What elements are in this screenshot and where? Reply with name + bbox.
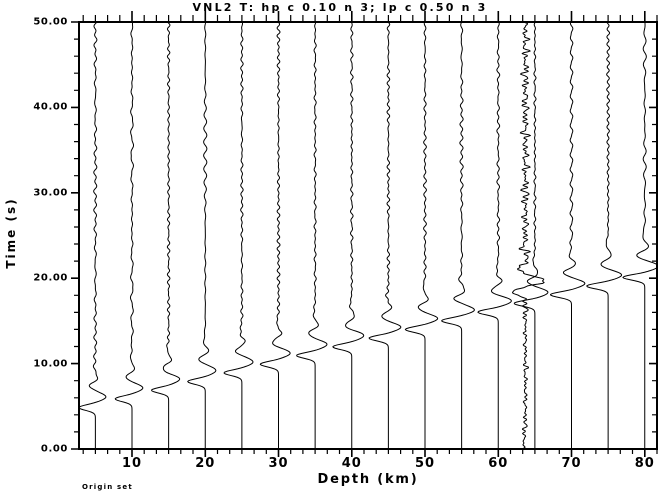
seismic-trace-depth-5 — [79, 22, 107, 449]
noisy-observed-trace — [511, 22, 545, 449]
x-tick-label: 80 — [634, 456, 655, 471]
y-tick-label: 40.00 — [33, 101, 68, 113]
seismic-trace-depth-50 — [404, 22, 439, 449]
seismic-trace-depth-20 — [187, 22, 217, 449]
x-tick-label: 60 — [488, 456, 509, 471]
seismic-trace-depth-80 — [622, 22, 657, 449]
y-tick-label: 30.00 — [33, 187, 68, 199]
x-tick-label: 50 — [414, 456, 436, 471]
seismic-trace-depth-70 — [550, 22, 586, 449]
seismic-trace-depth-45 — [368, 22, 402, 449]
major-ticks — [71, 11, 657, 457]
seismic-traces — [79, 22, 657, 449]
x-tick-label: 70 — [561, 456, 582, 471]
x-tick-label: 30 — [268, 456, 289, 471]
seismic-trace-depth-40 — [332, 22, 365, 449]
x-tick-label: 10 — [121, 456, 143, 471]
y-tick-label: 10.00 — [33, 358, 68, 370]
y-tick-label: 0.00 — [40, 443, 68, 455]
chart-title: VNL2 T: hp c 0.10 n 3; lp c 0.50 n 3 — [192, 1, 488, 14]
y-tick-label: 20.00 — [33, 272, 68, 284]
plot-border — [78, 21, 658, 450]
y-tick-label: 50.00 — [33, 16, 68, 28]
y-tick-labels: 0.00 10.00 20.00 30.00 40.00 50.00 — [0, 0, 68, 499]
x-tick-label: 40 — [341, 456, 362, 471]
origin-note: Origin set — [82, 483, 133, 491]
seismic-trace-depth-15 — [150, 22, 181, 449]
x-tick-label: 20 — [195, 456, 216, 471]
seismic-trace-depth-10 — [114, 22, 144, 449]
seismic-trace-depth-65 — [513, 22, 549, 449]
seismic-trace-depth-35 — [296, 22, 328, 449]
seismic-trace-depth-30 — [259, 22, 291, 449]
x-axis-label: Depth (km) — [317, 472, 419, 487]
seismic-trace-depth-55 — [441, 22, 475, 449]
minor-ticks — [74, 15, 658, 454]
seismic-trace-depth-25 — [223, 22, 254, 449]
seismic-trace-depth-75 — [586, 22, 623, 449]
seismic-trace-depth-60 — [477, 22, 512, 449]
x-tick-labels: 10 20 30 40 50 60 70 80 — [0, 456, 666, 472]
